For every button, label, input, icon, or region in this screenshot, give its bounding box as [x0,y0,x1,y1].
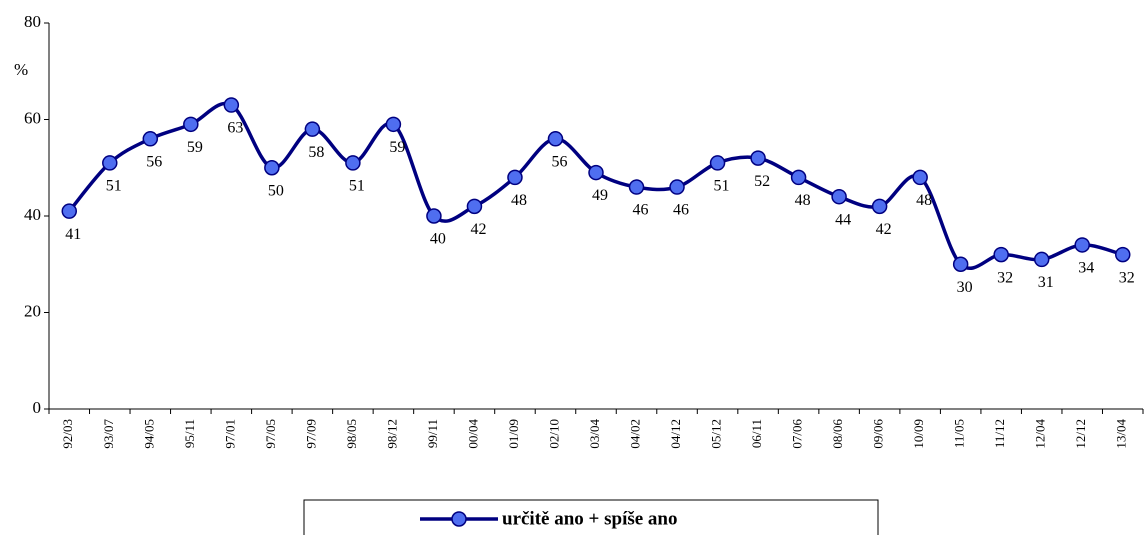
marker [183,116,199,133]
y-tick-label: 20 [24,301,41,320]
x-tick-label: 00/04 [465,419,480,449]
data-label: 42 [470,221,486,238]
marker [952,256,969,272]
x-tick-label: 07/06 [790,419,805,449]
marker [345,155,361,171]
marker [102,155,118,171]
marker [750,150,766,166]
legend-marker [451,511,467,527]
x-tick-label: 10/09 [911,419,926,449]
x-tick-label: 97/09 [303,419,318,449]
data-label: 48 [916,192,932,209]
data-label: 40 [430,231,446,248]
data-label: 51 [349,178,365,195]
data-label: 41 [65,226,81,243]
marker [142,131,159,147]
x-tick-label: 05/12 [709,419,724,449]
x-tick-label: 01/09 [506,419,521,449]
marker [790,169,807,186]
legend-label: určitě ano + spíše ano [502,508,678,529]
x-tick-label: 93/07 [101,419,116,449]
x-tick-label: 11/12 [992,419,1007,448]
x-tick-label: 04/12 [668,419,683,449]
marker [466,198,483,215]
marker [1074,237,1090,253]
data-label: 59 [187,139,203,156]
marker [912,169,928,186]
data-label: 56 [551,153,567,170]
data-label: 63 [227,120,243,137]
data-label: 48 [511,192,527,209]
marker [426,208,442,224]
y-axis-label: % [14,60,28,79]
data-label: 52 [754,173,770,190]
x-tick-label: 04/02 [628,419,643,449]
data-label: 34 [1078,260,1094,277]
y-tick-label: 0 [33,398,42,417]
x-tick-label: 97/05 [263,419,278,449]
data-label: 31 [1038,274,1054,291]
x-tick-label: 11/05 [952,419,967,448]
marker [993,246,1009,263]
legend-box [303,499,879,535]
x-tick-label: 03/04 [587,419,602,449]
data-label: 56 [146,153,162,170]
x-tick-label: 06/11 [749,419,764,448]
marker [709,155,726,171]
x-tick-label: 98/05 [344,419,359,449]
data-label: 49 [592,187,608,204]
data-label: 42 [876,221,892,238]
marker [304,121,321,137]
marker [264,160,280,176]
data-label: 59 [389,139,405,156]
marker [507,169,523,186]
data-label: 32 [1119,269,1135,286]
data-label: 50 [268,182,284,199]
x-tick-label: 97/01 [222,419,237,449]
marker [547,131,564,147]
y-tick-label: 60 [24,108,41,127]
y-tick-label: 40 [24,205,41,224]
x-tick-label: 08/06 [830,419,845,449]
data-label: 32 [997,269,1013,286]
y-tick-label: 80 [24,12,41,31]
marker [588,164,604,181]
data-label: 48 [795,192,811,209]
marker [1033,251,1050,268]
data-label: 30 [957,279,973,296]
data-label: 46 [673,202,689,219]
data-label: 51 [714,178,730,195]
data-label: 58 [308,144,324,161]
data-label: 46 [633,202,649,219]
marker [1114,246,1131,263]
x-tick-label: 99/11 [425,419,440,448]
x-tick-label: 12/04 [1033,419,1048,449]
x-tick-label: 09/06 [871,419,886,449]
data-label: 44 [835,211,851,228]
x-tick-label: 02/10 [546,419,561,449]
marker [669,179,685,195]
x-tick-label: 12/12 [1073,419,1088,449]
x-tick-label: 13/04 [1114,419,1129,449]
marker [871,198,888,215]
marker [61,203,78,219]
marker [628,179,645,195]
x-tick-label: 94/05 [141,419,156,449]
x-tick-label: 95/11 [182,419,197,448]
marker [831,188,847,205]
x-tick-label: 98/12 [384,419,399,449]
x-tick-label: 92/03 [60,419,75,449]
data-label: 51 [106,178,122,195]
marker [223,97,240,113]
marker [385,116,402,133]
